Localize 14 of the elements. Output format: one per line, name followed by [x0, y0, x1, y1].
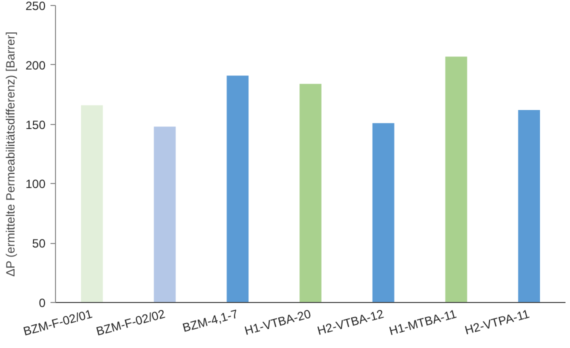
bar	[226, 76, 249, 302]
y-tick-label: 100	[25, 177, 46, 192]
bar	[518, 110, 540, 302]
bar	[300, 84, 322, 302]
bar	[154, 126, 176, 302]
y-tick-label: 200	[25, 58, 46, 72]
y-tick-label: 250	[25, 0, 46, 13]
y-axis-title: ΔP (ermittelte Permeabilitätsdifferenz) [Barrer]	[3, 32, 18, 277]
y-tick-label: 50	[32, 236, 46, 251]
bar	[81, 105, 103, 302]
bar	[372, 123, 394, 302]
y-tick-label: 0	[38, 296, 46, 310]
bar	[445, 56, 468, 302]
y-tick-label: 150	[25, 118, 46, 132]
